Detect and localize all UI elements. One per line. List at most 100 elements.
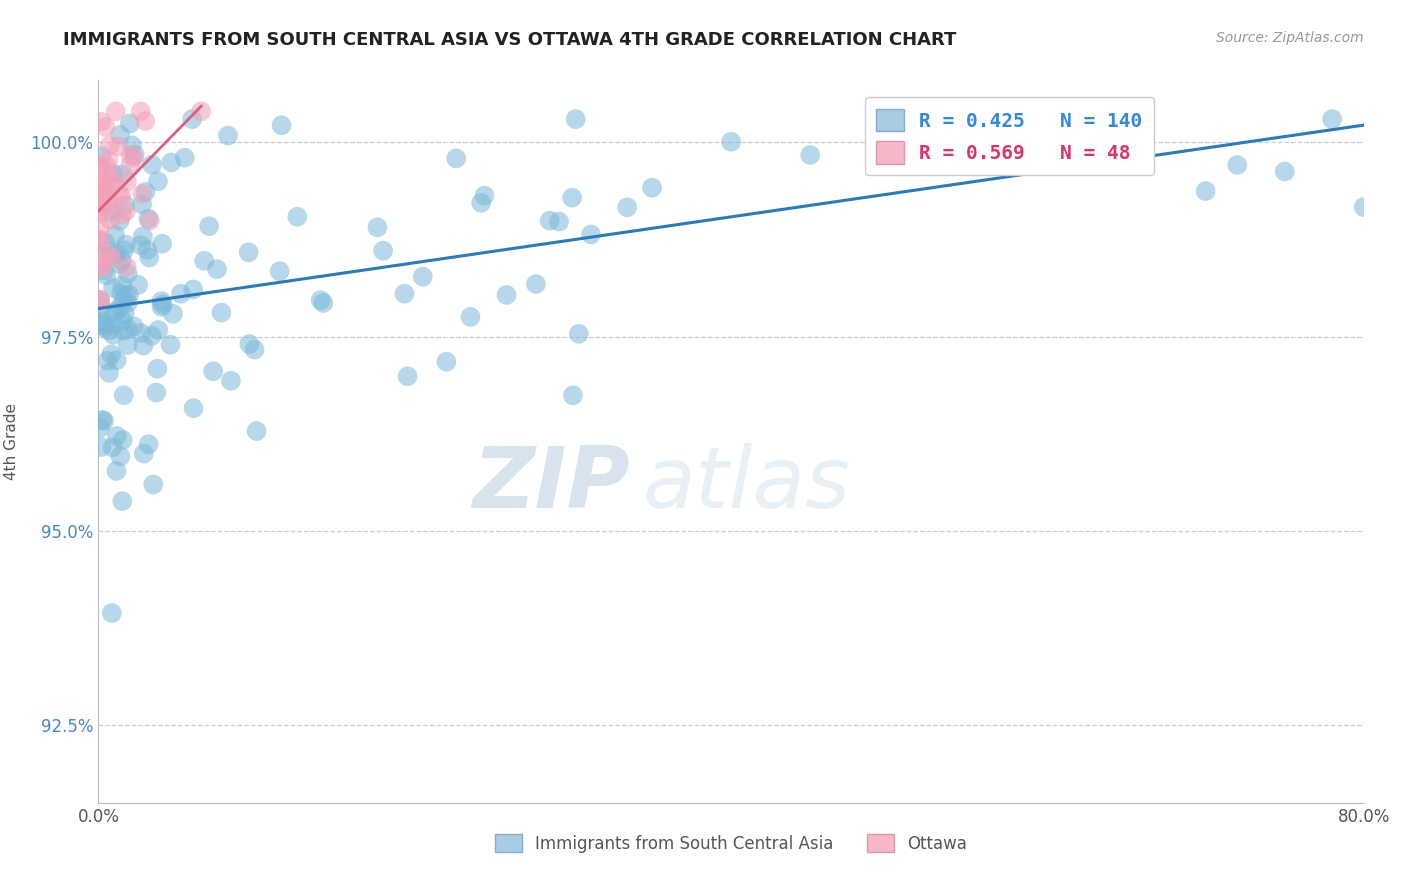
Point [122,319,145,334]
Point [93,315,115,329]
Point [394,286,416,301]
Point [538,213,561,227]
Point [108,301,131,315]
Point [89,219,111,234]
Point [117,267,139,281]
Point [470,195,492,210]
Point [145,385,167,400]
Point [285,210,308,224]
Point [105,353,128,368]
Point [366,220,388,235]
Point [93,320,115,334]
Point [160,155,183,169]
Point [132,229,155,244]
Point [100,250,122,264]
Point [91,178,114,193]
Point [120,158,142,172]
Point [111,314,134,328]
Point [138,437,160,451]
Point [90,160,112,174]
Point [124,147,146,161]
Point [312,296,335,310]
Point [114,306,136,320]
Point [132,338,155,352]
Point [150,300,173,314]
Point [114,198,136,212]
Point [159,338,181,352]
Point [89,234,111,248]
Point [568,326,591,341]
Point [148,323,170,337]
Point [115,175,138,189]
Point [114,237,136,252]
Point [103,167,125,181]
Point [138,251,160,265]
Point [131,186,153,201]
Point [202,364,225,378]
Point [89,318,111,333]
Point [720,135,742,149]
Point [181,282,204,296]
Point [118,116,141,130]
Point [561,191,583,205]
Point [111,167,134,181]
Point [89,249,111,263]
Point [474,188,496,202]
Point [799,148,821,162]
Point [110,189,132,203]
Point [146,174,169,188]
Point [142,477,165,491]
Point [141,329,163,343]
Point [111,433,134,447]
Point [134,114,156,128]
Point [131,197,153,211]
Point [270,118,292,132]
Point [219,374,242,388]
Point [93,414,115,428]
Point [129,104,152,119]
Point [96,268,118,283]
Point [104,305,127,319]
Text: atlas: atlas [643,443,851,526]
Point [89,233,111,247]
Point [90,149,112,163]
Point [122,151,145,165]
Point [101,327,124,342]
Point [877,147,900,161]
Point [495,288,517,302]
Point [127,277,149,292]
Point [89,293,111,307]
Point [181,112,204,127]
Point [90,186,112,200]
Point [112,244,135,258]
Text: Source: ZipAtlas.com: Source: ZipAtlas.com [1216,31,1364,45]
Point [103,306,125,320]
Point [111,494,134,508]
Point [90,314,112,328]
Point [193,253,215,268]
Point [94,120,117,134]
Point [105,464,128,478]
Point [190,104,212,119]
Point [243,343,266,357]
Point [146,361,169,376]
Point [105,247,128,261]
Point [548,214,571,228]
Point [269,264,291,278]
Point [1194,184,1216,198]
Point [246,424,269,438]
Point [96,353,118,368]
Point [90,301,112,315]
Point [136,243,159,257]
Point [371,244,394,258]
Point [198,219,221,234]
Point [205,262,228,277]
Point [1226,158,1249,172]
Point [89,185,111,199]
Point [103,176,125,190]
Point [1274,164,1296,178]
Point [112,324,135,338]
Point [91,260,114,275]
Point [105,429,128,443]
Point [91,413,114,427]
